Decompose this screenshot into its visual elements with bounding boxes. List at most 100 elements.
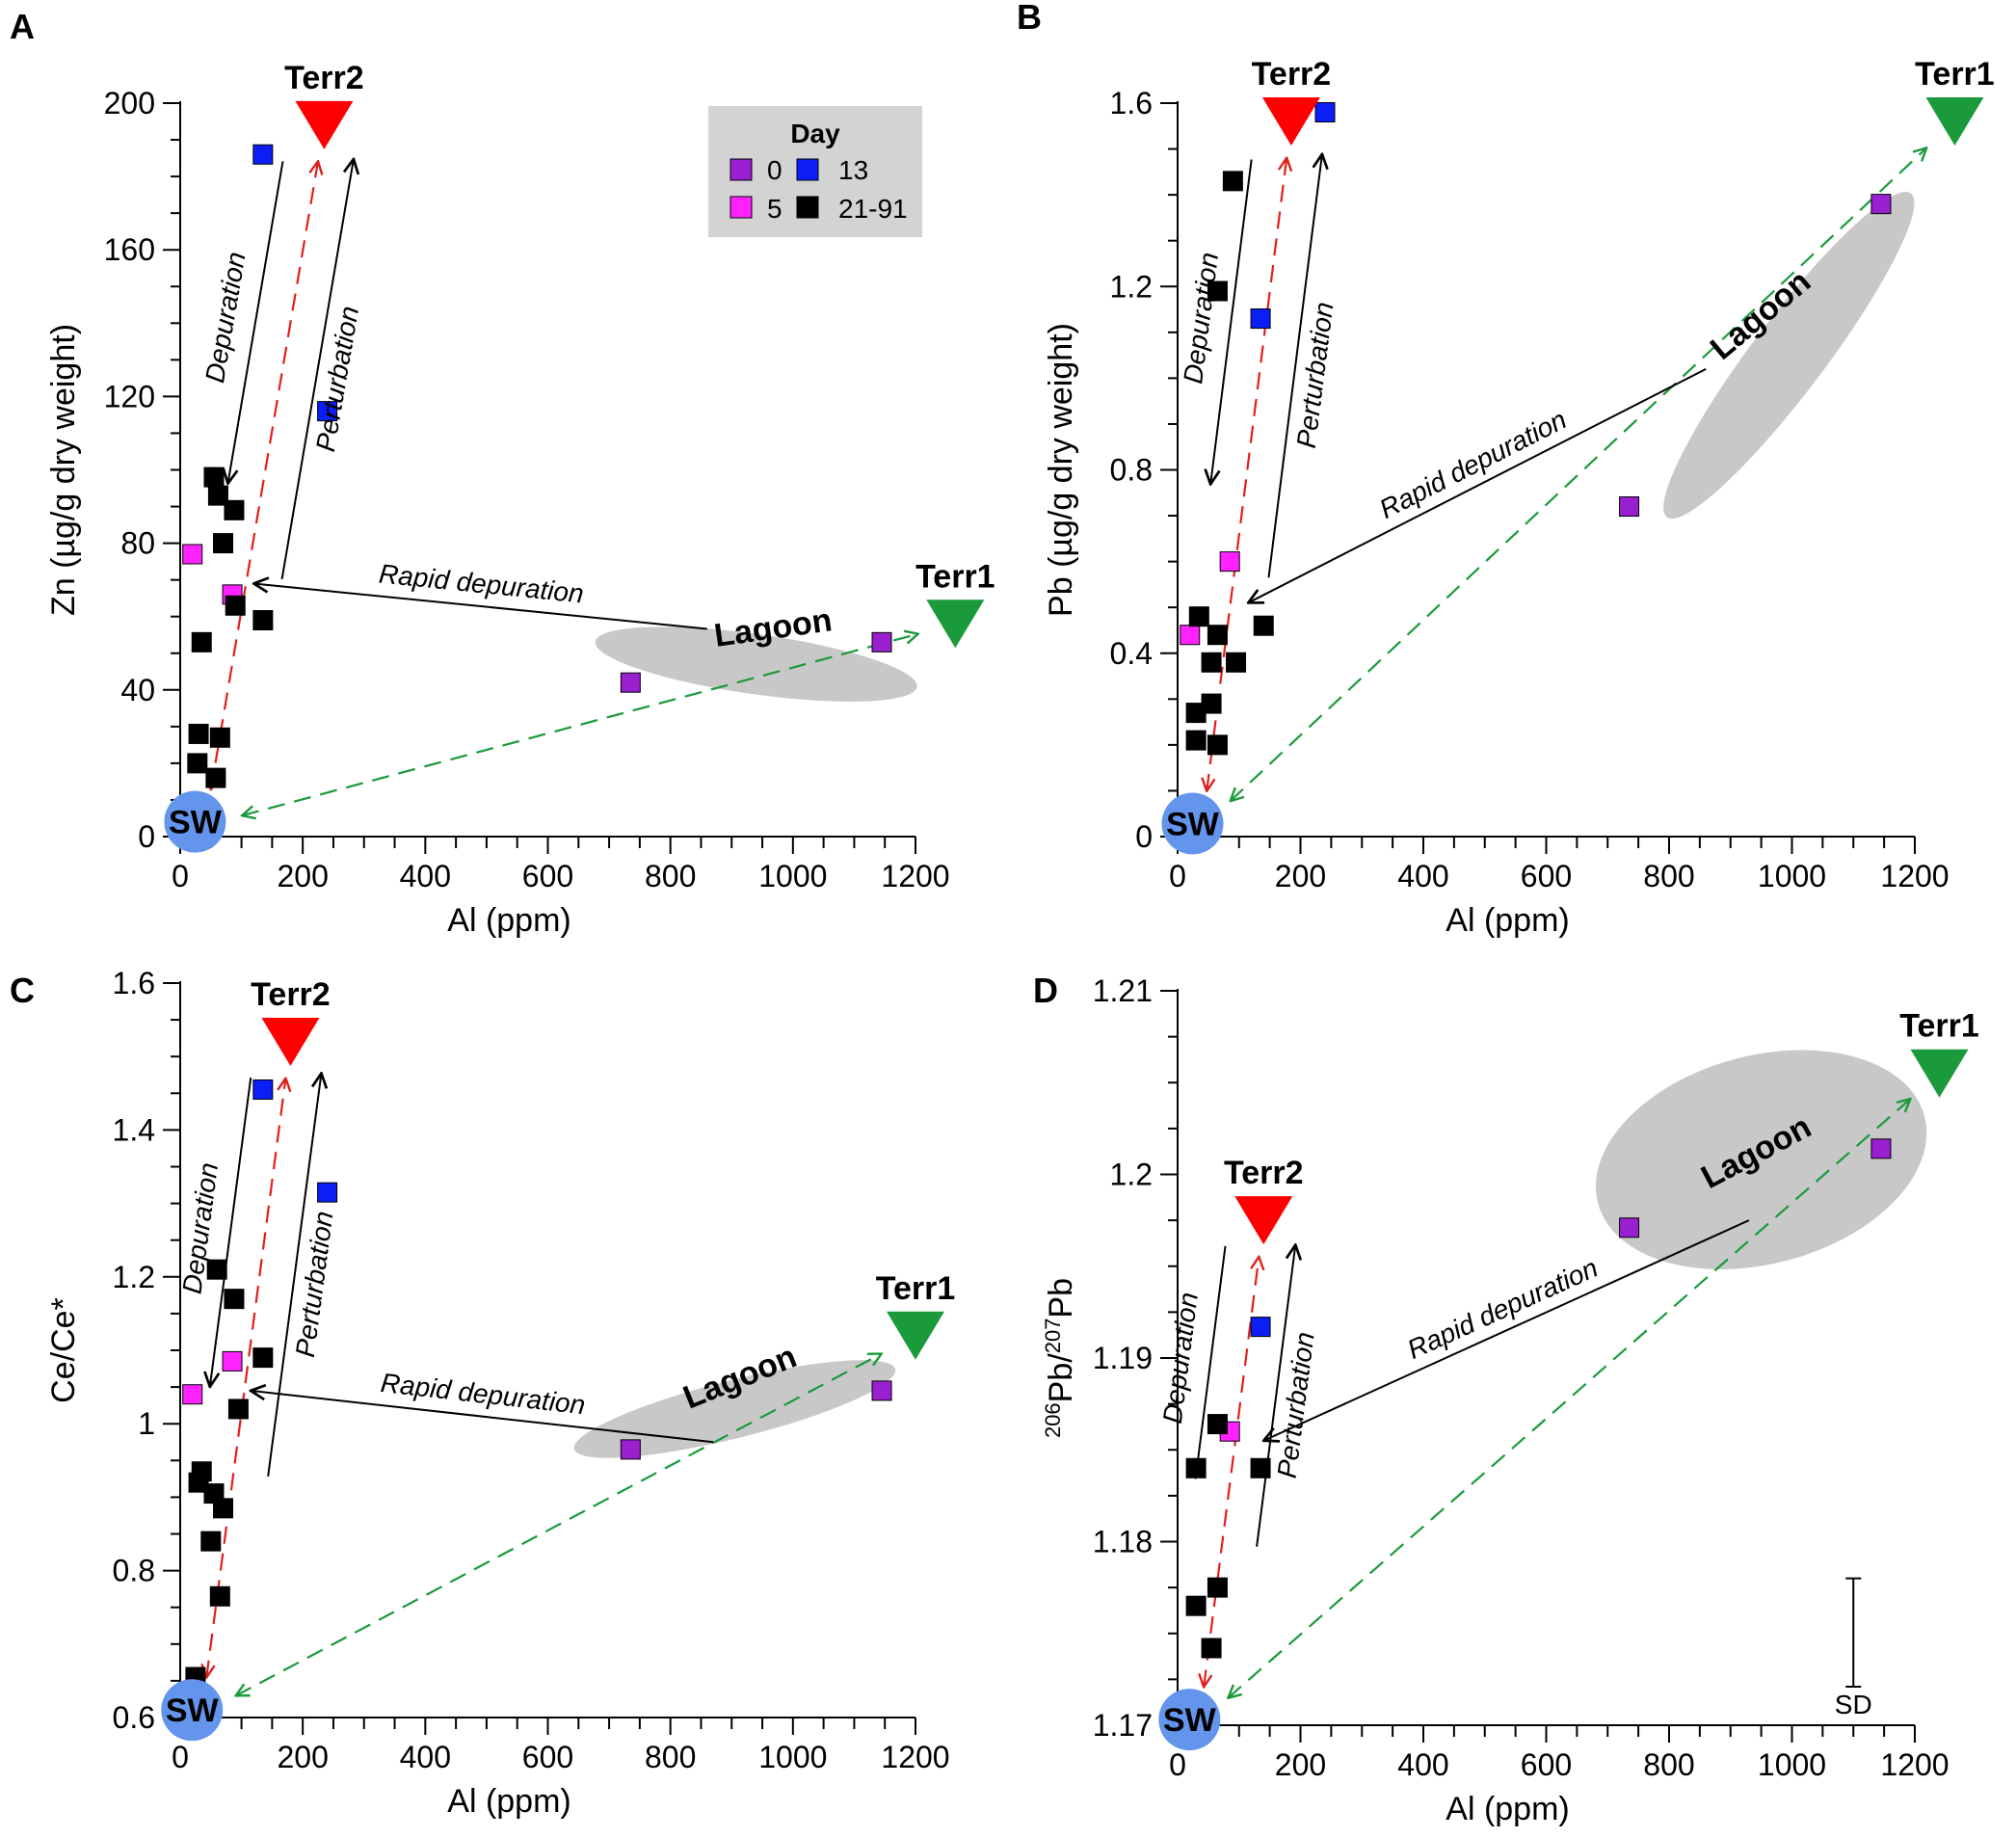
x-axis-label-a: Al (ppm) xyxy=(447,902,570,939)
depuration-arrow-c xyxy=(210,1077,252,1387)
data-point-day-5-a xyxy=(182,544,203,565)
y-axis-label-b: Pb (µg/g dry weight) xyxy=(1043,323,1079,617)
data-point-day-13-c xyxy=(252,1079,274,1100)
terr1-marker-d xyxy=(1910,1049,1969,1098)
data-point-day-0-c xyxy=(871,1380,892,1401)
x-tick-label-b: 1200 xyxy=(1880,859,1949,893)
data-point-day-13-b xyxy=(1314,102,1336,123)
depuration-arrow-a xyxy=(227,161,284,483)
legend-title: Day xyxy=(790,119,840,148)
rapid-depuration-label-a: Rapid depuration xyxy=(378,558,585,608)
data-point-day-21-91-c xyxy=(252,1347,274,1369)
data-point-day-21-91-b xyxy=(1207,625,1228,646)
x-tick-label-b: 800 xyxy=(1643,859,1694,893)
x-tick-label-b: 0 xyxy=(1169,859,1186,893)
y-tick-label-a: 0 xyxy=(138,819,155,854)
terr2-label-b: Terr2 xyxy=(1252,56,1332,93)
terr2-label-a: Terr2 xyxy=(284,60,364,96)
data-point-day-21-91-c xyxy=(188,1472,209,1493)
terr1-label-b: Terr1 xyxy=(1915,56,1995,93)
data-point-day-21-91-c xyxy=(227,1398,249,1420)
data-point-day-21-91-d xyxy=(1250,1457,1271,1478)
rapid-depuration-label-c: Rapid depuration xyxy=(379,1368,586,1420)
y-tick-label-a: 200 xyxy=(104,86,155,120)
data-point-day-21-91-a xyxy=(252,610,274,631)
data-point-day-13-d xyxy=(1250,1317,1271,1338)
x-tick-label-a: 400 xyxy=(400,859,451,893)
x-tick-label-d: 200 xyxy=(1275,1747,1326,1782)
terr2-marker-b xyxy=(1261,97,1320,147)
terr1-marker-a xyxy=(926,599,985,649)
perturbation-arrow-d xyxy=(1256,1245,1295,1547)
x-tick-label-a: 800 xyxy=(645,859,696,893)
data-point-day-21-91-b xyxy=(1201,652,1222,673)
x-axis-label-c: Al (ppm) xyxy=(447,1783,570,1820)
data-point-day-21-91-a xyxy=(225,595,246,616)
data-point-day-0-d xyxy=(1619,1217,1640,1239)
y-tick-label-d: 1.21 xyxy=(1093,973,1153,1008)
x-tick-label-a: 1000 xyxy=(758,859,827,893)
x-tick-label-d: 600 xyxy=(1521,1747,1572,1782)
data-point-day-21-91-a xyxy=(188,723,209,744)
x-tick-label-b: 400 xyxy=(1397,859,1448,893)
legend-label-day13: 13 xyxy=(838,155,868,185)
depuration-arrow-b xyxy=(1210,159,1253,484)
data-point-day-5-c xyxy=(182,1384,203,1405)
sw-label-a: SW xyxy=(169,805,223,841)
perturbation-arrow-c xyxy=(267,1074,321,1478)
x-tick-label-b: 1000 xyxy=(1758,859,1826,893)
perturbation-label-b: Perturbation xyxy=(1291,301,1340,450)
data-point-day-21-91-a xyxy=(187,753,208,774)
data-point-day-21-91-c xyxy=(224,1289,245,1310)
sw-marker-d xyxy=(1158,1689,1221,1751)
rapid-depuration-arrow-c xyxy=(251,1391,714,1444)
y-axis-label-part: Pb xyxy=(1043,1278,1079,1319)
y-tick-label-c: 1.4 xyxy=(113,1112,155,1147)
y-axis-label-d: 206Pb/207Pb xyxy=(1041,1278,1079,1438)
terr2-marker-d xyxy=(1234,1196,1293,1245)
y-tick-label-d: 1.18 xyxy=(1093,1525,1153,1559)
terr1-marker-c xyxy=(887,1311,944,1360)
x-axis-label-d: Al (ppm) xyxy=(1446,1791,1569,1827)
y-tick-label-c: 1 xyxy=(138,1406,155,1441)
data-point-day-21-91-b xyxy=(1207,280,1228,302)
perturbation-label-a: Perturbation xyxy=(310,304,364,454)
sw-label-b: SW xyxy=(1166,806,1220,842)
panel-letter-c: C xyxy=(10,971,35,1010)
y-axis-label-c: Ce/Ce* xyxy=(45,1297,82,1403)
x-axis-label-b: Al (ppm) xyxy=(1446,902,1569,939)
data-point-day-21-91-b xyxy=(1222,171,1243,192)
y-tick-label-a: 160 xyxy=(104,232,155,267)
legend-swatch-day13 xyxy=(796,158,819,181)
data-point-day-21-91-b xyxy=(1185,703,1207,724)
x-tick-label-c: 600 xyxy=(522,1740,573,1774)
rapid-depuration-arrow-b xyxy=(1248,367,1707,603)
data-point-day-21-91-d xyxy=(1185,1595,1207,1616)
depuration-label-a: Depuration xyxy=(199,250,252,385)
sw-label-c: SW xyxy=(166,1692,220,1729)
panel-letter-d: D xyxy=(1033,971,1058,1010)
data-point-day-5-b xyxy=(1180,625,1201,646)
data-point-day-0-b xyxy=(1619,496,1640,518)
sd-label: SD xyxy=(1835,1690,1872,1719)
y-tick-label-c: 0.6 xyxy=(113,1700,155,1735)
data-point-day-21-91-a xyxy=(209,727,230,748)
rapid-depuration-arrow-d xyxy=(1263,1219,1750,1441)
terr1-mixing-line-b xyxy=(1231,147,1927,801)
terr1-label-c: Terr1 xyxy=(876,1270,956,1307)
x-tick-label-a: 200 xyxy=(277,859,328,893)
y-tick-label-c: 1.2 xyxy=(113,1260,155,1294)
x-tick-label-a: 1200 xyxy=(881,859,949,893)
y-tick-label-a: 40 xyxy=(120,673,155,707)
data-point-day-21-91-d xyxy=(1207,1414,1228,1435)
legend-label-day5: 5 xyxy=(767,194,783,224)
legend-swatch-day21-91 xyxy=(796,196,819,219)
legend-swatch-day0 xyxy=(729,158,753,181)
legend-swatch-day5 xyxy=(729,196,753,219)
data-point-day-0-d xyxy=(1870,1138,1892,1159)
rapid-depuration-arrow-a xyxy=(253,583,707,630)
terr1-marker-b xyxy=(1925,97,1984,147)
x-tick-label-d: 800 xyxy=(1643,1747,1694,1782)
data-point-day-21-91-c xyxy=(206,1259,227,1280)
